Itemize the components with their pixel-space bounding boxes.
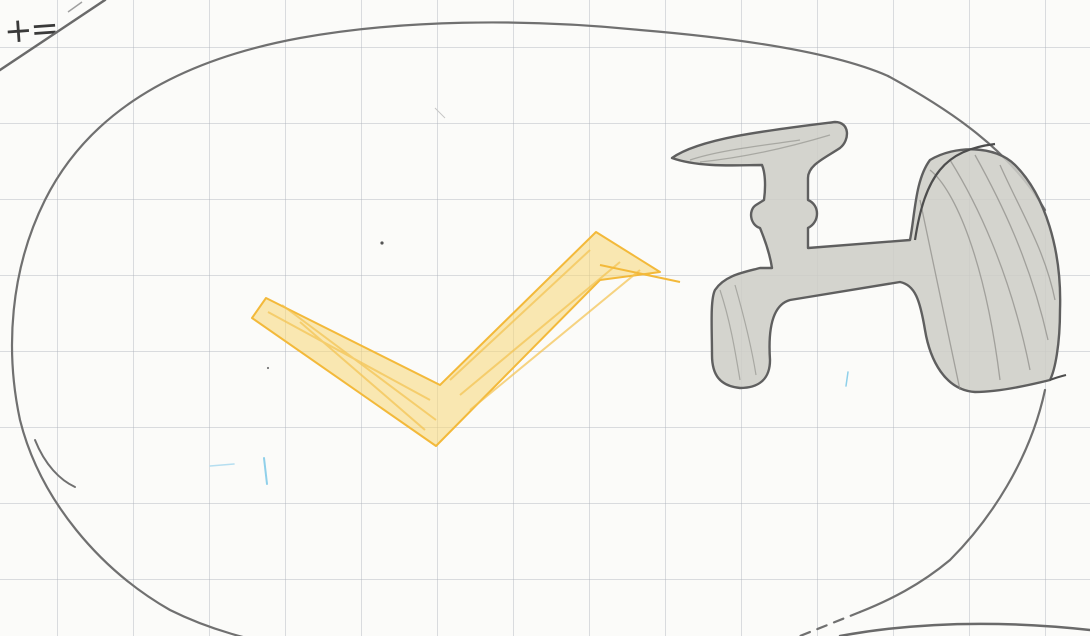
oval-outline-left-overlap xyxy=(34,439,76,488)
oval-outline-lower-right xyxy=(858,388,1047,614)
corner-fold-line-inner xyxy=(67,1,83,13)
oval-outline-dashed xyxy=(798,610,862,636)
check-mark-icon xyxy=(251,231,681,447)
bottom-right-arc xyxy=(838,622,1090,636)
faucet-icon xyxy=(670,120,1067,394)
stray-pencil-marks xyxy=(209,107,849,485)
oval-outline xyxy=(10,21,890,636)
corner-fold-line xyxy=(0,0,107,72)
